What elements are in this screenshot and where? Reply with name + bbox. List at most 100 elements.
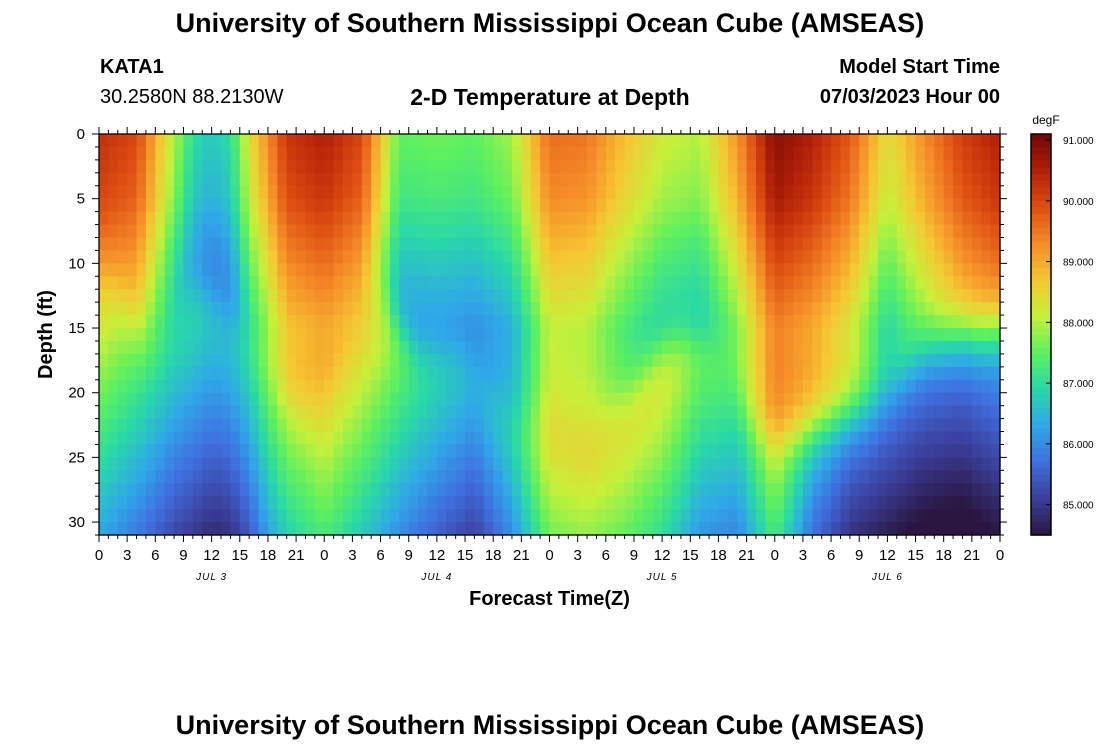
heatmap-cell bbox=[258, 237, 269, 252]
heatmap-cell bbox=[136, 457, 147, 471]
heatmap-cell bbox=[896, 159, 907, 174]
heatmap-cell bbox=[793, 263, 804, 277]
heatmap-cell bbox=[859, 418, 870, 433]
heatmap-cell bbox=[915, 457, 926, 471]
heatmap-cell bbox=[127, 250, 138, 264]
heatmap-cell bbox=[183, 198, 194, 213]
heatmap-cell bbox=[643, 509, 654, 523]
heatmap-cell bbox=[587, 405, 598, 420]
heatmap-cell bbox=[755, 522, 766, 536]
heatmap-cell bbox=[624, 483, 635, 497]
heatmap-cell bbox=[709, 172, 720, 187]
heatmap-cell bbox=[652, 405, 663, 420]
heatmap-cell bbox=[314, 496, 325, 510]
heatmap-cell bbox=[727, 159, 738, 174]
heatmap-cell bbox=[418, 134, 429, 148]
heatmap-cell bbox=[343, 185, 354, 200]
heatmap-cell bbox=[643, 289, 654, 303]
heatmap-cell bbox=[812, 522, 823, 536]
heatmap-cell bbox=[267, 379, 278, 394]
heatmap-cell bbox=[277, 289, 288, 303]
heatmap-cell bbox=[389, 392, 400, 407]
heatmap-cell bbox=[352, 366, 363, 381]
heatmap-cell bbox=[943, 250, 954, 264]
heatmap-cell bbox=[624, 366, 635, 381]
heatmap-cell bbox=[727, 211, 738, 226]
heatmap-cell bbox=[230, 418, 241, 433]
heatmap-cell bbox=[389, 198, 400, 213]
heatmap-cell bbox=[718, 328, 729, 342]
heatmap-cell bbox=[108, 509, 119, 523]
heatmap-cell bbox=[399, 418, 410, 433]
heatmap-cell bbox=[521, 405, 532, 420]
heatmap-cell bbox=[117, 211, 128, 226]
heatmap-cell bbox=[530, 250, 541, 264]
heatmap-cell bbox=[145, 405, 156, 420]
heatmap-cell bbox=[427, 340, 438, 355]
heatmap-cell bbox=[671, 146, 682, 161]
heatmap-cell bbox=[418, 289, 429, 303]
heatmap-cell bbox=[577, 444, 588, 458]
heatmap-cell bbox=[427, 250, 438, 264]
heatmap-cell bbox=[164, 302, 175, 316]
heatmap-cell bbox=[314, 379, 325, 394]
heatmap-cell bbox=[558, 496, 569, 510]
heatmap-cell bbox=[521, 418, 532, 433]
colorbar-segment bbox=[1031, 140, 1051, 148]
heatmap-cell bbox=[737, 470, 748, 484]
heatmap-cell bbox=[99, 457, 109, 471]
heatmap-cell bbox=[324, 340, 335, 355]
heatmap-cell bbox=[558, 146, 569, 161]
heatmap-cell bbox=[774, 134, 785, 148]
heatmap-cell bbox=[709, 211, 720, 226]
heatmap-cell bbox=[793, 522, 804, 536]
heatmap-cell bbox=[155, 366, 166, 381]
heatmap-cell bbox=[943, 392, 954, 407]
heatmap-cell bbox=[605, 522, 616, 536]
heatmap-cell bbox=[267, 340, 278, 355]
heatmap-cell bbox=[127, 159, 138, 174]
heatmap-cell bbox=[183, 276, 194, 290]
heatmap-cell bbox=[896, 185, 907, 200]
heatmap-cell bbox=[633, 366, 644, 381]
heatmap-cell bbox=[371, 431, 382, 446]
heatmap-cell bbox=[502, 198, 513, 213]
heatmap-cell bbox=[633, 315, 644, 329]
heatmap-cell bbox=[877, 224, 888, 239]
heatmap-cell bbox=[333, 211, 344, 226]
heatmap-cell bbox=[465, 237, 476, 252]
heatmap-cell bbox=[202, 198, 213, 213]
colorbar-segment bbox=[1031, 174, 1051, 182]
heatmap-cell bbox=[868, 315, 879, 329]
heatmap-cell bbox=[943, 431, 954, 446]
heatmap-cell bbox=[680, 431, 691, 446]
heatmap-cell bbox=[230, 159, 241, 174]
heatmap-cell bbox=[380, 522, 391, 536]
heatmap-cell bbox=[587, 276, 598, 290]
heatmap-cell bbox=[389, 224, 400, 239]
heatmap-cell bbox=[408, 470, 419, 484]
heatmap-cell bbox=[258, 418, 269, 433]
heatmap-cell bbox=[305, 392, 316, 407]
heatmap-cell bbox=[408, 146, 419, 161]
heatmap-cell bbox=[971, 146, 982, 161]
heatmap-cell bbox=[784, 302, 795, 316]
heatmap-cell bbox=[821, 315, 832, 329]
heatmap-cell bbox=[812, 444, 823, 458]
colorbar-tick-label: 88.000 bbox=[1063, 318, 1094, 329]
heatmap-cell bbox=[793, 315, 804, 329]
heatmap-cell bbox=[934, 366, 945, 381]
heatmap-cell bbox=[511, 172, 522, 187]
heatmap-cell bbox=[493, 198, 504, 213]
heatmap-cell bbox=[455, 496, 466, 510]
heatmap-cell bbox=[314, 146, 325, 161]
heatmap-cell bbox=[962, 237, 973, 252]
heatmap-cell bbox=[849, 340, 860, 355]
heatmap-cell bbox=[840, 250, 851, 264]
heatmap-cell bbox=[136, 392, 147, 407]
heatmap-cell bbox=[699, 470, 710, 484]
heatmap-cell bbox=[446, 328, 457, 342]
heatmap-cell bbox=[202, 237, 213, 252]
heatmap-cell bbox=[258, 340, 269, 355]
heatmap-cell bbox=[352, 172, 363, 187]
